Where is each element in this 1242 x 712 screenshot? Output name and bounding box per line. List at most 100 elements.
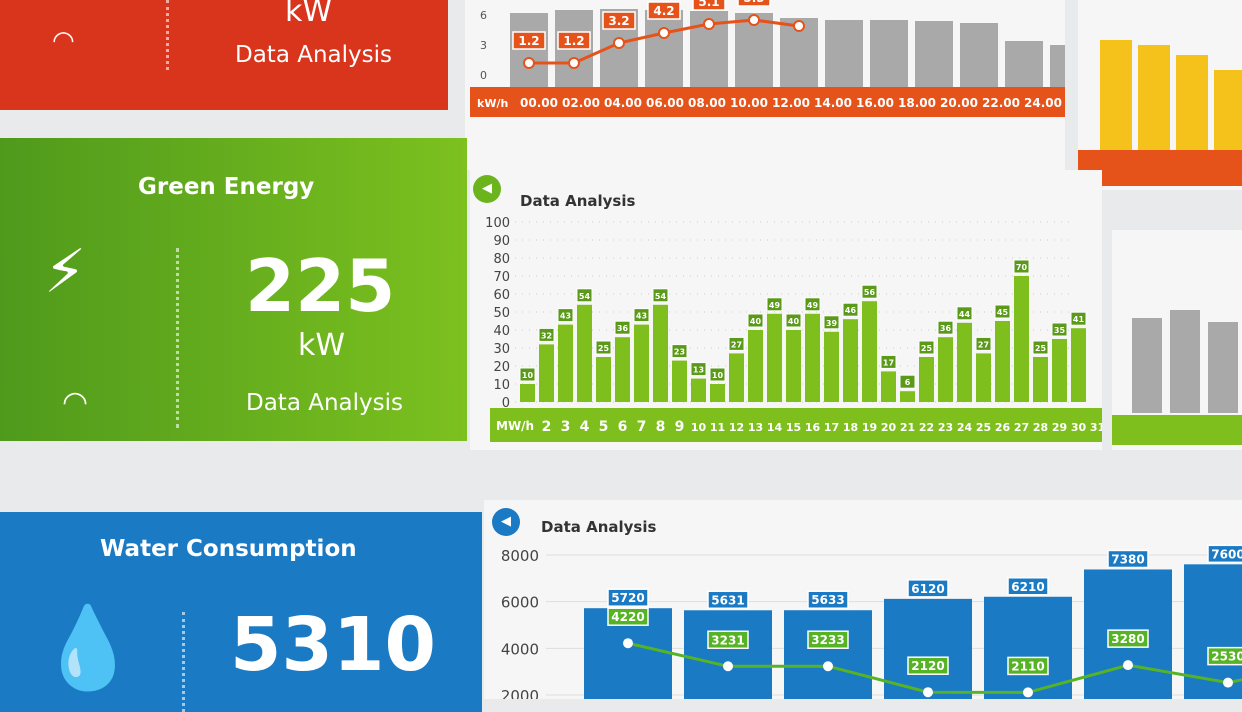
- data-label: 25: [1035, 344, 1047, 353]
- data-label-box: [804, 297, 821, 312]
- data-label: 5.5: [743, 0, 764, 5]
- bar: [1071, 328, 1086, 402]
- line-label-box: [607, 607, 649, 626]
- line-label: 4220: [611, 610, 644, 624]
- divider: [182, 612, 185, 712]
- divider: [176, 248, 179, 428]
- bar: [615, 337, 630, 402]
- bar-label-box: [1107, 549, 1149, 569]
- bar: [825, 20, 863, 90]
- x-tick-label: 06.00: [646, 96, 684, 110]
- data-label: 46: [845, 306, 857, 315]
- water-chart: 2000 4000 6000 8000 5720 5631 5633 6120 6210 7380…: [501, 544, 1242, 699]
- power-unit: kW: [285, 0, 333, 29]
- bar: [976, 353, 991, 402]
- bar-label: 5631: [711, 593, 744, 607]
- series-line: [627, 641, 1242, 694]
- line-point: [748, 14, 760, 26]
- line-label: 3233: [811, 633, 844, 647]
- data-label: 25: [598, 344, 610, 353]
- y-tick-label: 4000: [501, 640, 539, 658]
- data-label: 27: [731, 340, 742, 349]
- energy-chart-panel: 0 3 6 kW/h 00.00 02.00 04.00 06.00 08.00 10.00 12.…: [465, 0, 1088, 170]
- data-label-box: [614, 320, 631, 335]
- line-point: [1023, 687, 1033, 698]
- x-tick-label: 3: [561, 419, 571, 435]
- bar: [919, 357, 934, 402]
- y-tick-label: 60: [493, 288, 510, 303]
- bar: [520, 384, 535, 402]
- bar: [881, 371, 896, 402]
- y-tick-label: 2000: [501, 687, 539, 699]
- data-label: 13: [693, 366, 704, 375]
- bar: [684, 610, 772, 699]
- bar: [1050, 45, 1088, 90]
- yellow-chart: [1078, 40, 1242, 186]
- bar: [767, 313, 782, 402]
- bar: [884, 598, 972, 699]
- y-tick-label: 50: [493, 306, 510, 321]
- bar: [1214, 70, 1242, 158]
- x-tick-label: 5: [599, 419, 609, 435]
- x-axis-band: [490, 408, 1102, 442]
- y-tick-label: 40: [493, 324, 510, 339]
- tile-title: Water Consumption: [100, 536, 357, 562]
- y-tick-label: 0: [480, 69, 487, 82]
- data-label-box: [918, 340, 935, 355]
- x-tick-label: 20: [881, 421, 897, 434]
- data-label: 3.2: [608, 14, 629, 28]
- data-label: 49: [807, 301, 819, 310]
- data-label: 10: [712, 371, 724, 380]
- data-label-box: [994, 304, 1011, 319]
- data-label-box: [1013, 259, 1030, 274]
- y-tick-label: 90: [493, 234, 510, 249]
- bar: [915, 21, 953, 90]
- chart-title: Data Analysis: [520, 192, 636, 210]
- bar: [1132, 318, 1162, 413]
- bar-label-box: [907, 579, 949, 598]
- line-point: [568, 57, 580, 69]
- green-chart: 0102030405060708090100103243542536435423…: [485, 216, 1102, 442]
- x-tick-label: 26: [995, 421, 1011, 434]
- data-label: 43: [560, 312, 571, 321]
- x-tick-label: 12: [729, 421, 744, 434]
- x-tick-label: 10: [691, 421, 707, 434]
- back-button[interactable]: ◀: [473, 175, 501, 203]
- x-tick-label: 18.00: [898, 96, 936, 110]
- data-label: 39: [826, 319, 838, 328]
- gray-chart: [1112, 310, 1242, 445]
- line-label-box: [707, 630, 749, 650]
- bar: [870, 20, 908, 90]
- y-tick-label: 20: [493, 360, 510, 375]
- bar: [510, 13, 548, 90]
- bar: [938, 337, 953, 402]
- x-tick-label: 00.00: [520, 96, 558, 110]
- axis-band: [1078, 150, 1242, 186]
- data-label: 70: [1016, 263, 1028, 272]
- back-button[interactable]: ◀: [492, 508, 520, 536]
- tile-unit: kW: [298, 328, 346, 363]
- green-energy-tile: Green Energy ⚡ ◠ 225 kW Data Analysis: [0, 138, 467, 441]
- bar-label: 5720: [611, 591, 644, 605]
- data-label: 35: [1054, 326, 1066, 335]
- data-label-box: [557, 308, 574, 323]
- bar: [843, 319, 858, 402]
- data-label-box: [956, 306, 973, 321]
- power-subtitle: Data Analysis: [235, 42, 392, 68]
- x-tick-label: 23: [938, 421, 953, 434]
- y-tick-label: 70: [493, 270, 510, 285]
- bar: [1033, 357, 1048, 402]
- bar: [786, 330, 801, 402]
- bar: [1138, 45, 1170, 150]
- bar: [862, 301, 877, 402]
- bar: [1208, 322, 1238, 413]
- data-label: 17: [883, 358, 894, 367]
- data-label-box: [1070, 311, 1087, 326]
- bar-label-box: [807, 590, 849, 609]
- bar: [1014, 276, 1029, 402]
- x-tick-label: 28: [1033, 421, 1048, 434]
- bar: [1005, 41, 1043, 90]
- data-label-box: [937, 320, 954, 335]
- data-label: 32: [541, 331, 552, 340]
- x-tick-label: 24: [957, 421, 973, 434]
